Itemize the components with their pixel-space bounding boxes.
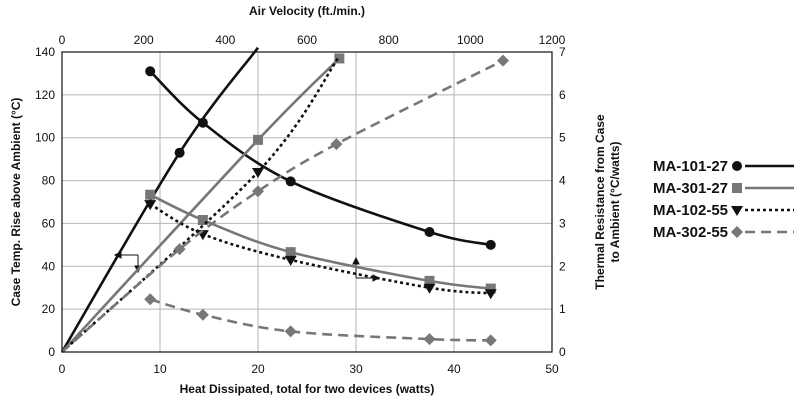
thermal-resistance-point bbox=[285, 247, 296, 258]
legend-label: MA-302-55 bbox=[653, 224, 728, 241]
thermal-resistance-point bbox=[284, 325, 297, 338]
temp-rise-line-ma-302-55 bbox=[61, 59, 504, 353]
thermal-resistance-point bbox=[485, 283, 496, 294]
temp-rise-point bbox=[253, 134, 263, 145]
legend-marker-diamond-icon bbox=[731, 226, 743, 238]
legend-label: MA-301-27 bbox=[653, 180, 728, 197]
temp-rise-point bbox=[252, 185, 264, 198]
legend-item-ma-101-27: MA-101-27 bbox=[653, 158, 794, 175]
x-top-tick-label: 1000 bbox=[457, 33, 484, 47]
temp-rise-point bbox=[497, 54, 509, 67]
x-top-tick-label: 1200 bbox=[539, 33, 566, 47]
thermal-resistance-point bbox=[424, 227, 435, 237]
series-ma-101-27 bbox=[60, 46, 496, 353]
y-left-tick-label: 140 bbox=[35, 45, 55, 59]
series-ma-302-55 bbox=[61, 54, 509, 353]
thermal-resistance-point bbox=[197, 215, 208, 225]
x-top-tick-label: 600 bbox=[297, 33, 317, 47]
legend-item-ma-102-55: MA-102-55 bbox=[653, 202, 794, 219]
thermal-resistance-point bbox=[196, 308, 209, 321]
series-group bbox=[60, 46, 509, 353]
x-top-tick-label: 800 bbox=[379, 33, 399, 47]
temp-rise-point bbox=[174, 147, 185, 158]
x-bottom-tick-label: 30 bbox=[349, 362, 363, 376]
x-bottom-tick-label: 50 bbox=[545, 362, 559, 376]
y-right-tick-label: 2 bbox=[559, 259, 566, 273]
temp-rise-line-ma-301-27 bbox=[61, 57, 341, 353]
legend-label: MA-102-55 bbox=[653, 202, 728, 219]
x-top-tick-label: 0 bbox=[59, 33, 66, 47]
thermal-resistance-point bbox=[423, 333, 436, 346]
plot-frame bbox=[61, 51, 553, 353]
y-left-tick-label: 60 bbox=[42, 216, 56, 230]
legend: MA-101-27 MA-301-27 MA-102-55 MA-302-55 bbox=[653, 158, 794, 241]
y-right-tick-label: 1 bbox=[559, 302, 566, 316]
thermal-resistance-point bbox=[145, 66, 156, 77]
legend-item-ma-302-55: MA-302-55 bbox=[653, 224, 794, 241]
thermal-resistance-point bbox=[144, 293, 157, 306]
y-left-tick-label: 80 bbox=[42, 174, 56, 188]
x-bottom-tick-label: 10 bbox=[153, 362, 167, 376]
legend-label: MA-101-27 bbox=[653, 158, 728, 175]
temp-rise-point bbox=[330, 138, 343, 151]
legend-marker-circle-icon bbox=[732, 161, 742, 171]
temp-rise-line-ma-101-27 bbox=[60, 46, 260, 353]
temp-rise-point bbox=[173, 243, 186, 256]
temp-rise-point bbox=[334, 53, 345, 64]
y-right-tick-label: 7 bbox=[559, 45, 566, 59]
y-right-tick-label: 0 bbox=[559, 345, 566, 359]
x-bottom-tick-label: 20 bbox=[251, 362, 265, 376]
y-left-tick-label: 100 bbox=[35, 131, 55, 145]
x-bottom-axis-title: Heat Dissipated, total for two devices (… bbox=[180, 382, 435, 396]
x-bottom-tick-label: 0 bbox=[59, 362, 66, 376]
y-right-tick-label: 4 bbox=[559, 174, 566, 188]
y-right-tick-label: 6 bbox=[559, 88, 566, 102]
thermal-resistance-point bbox=[424, 275, 435, 286]
legend-marker-square-icon bbox=[732, 183, 742, 193]
thermal-resistance-point bbox=[423, 283, 436, 294]
y-right-axis-title-line1: Thermal Resistance from Case bbox=[593, 114, 607, 290]
y-left-tick-label: 40 bbox=[42, 259, 56, 273]
y-right-tick-label: 5 bbox=[559, 131, 566, 145]
thermal-resistance-point bbox=[197, 117, 208, 128]
thermal-resistance-point bbox=[485, 239, 496, 250]
thermal-resistance-point bbox=[145, 189, 156, 200]
y-left-tick-label: 0 bbox=[48, 345, 55, 359]
thermal-resistance-point bbox=[144, 200, 157, 211]
x-top-axis-title: Air Velocity (ft./min.) bbox=[249, 4, 365, 18]
x-bottom-tick-label: 40 bbox=[447, 362, 461, 376]
y-right-tick-label: 3 bbox=[559, 216, 566, 230]
plot-area bbox=[62, 52, 552, 352]
right-axis-indicator-arrows bbox=[352, 256, 381, 282]
thermal-resistance-point bbox=[484, 334, 497, 347]
series-ma-301-27 bbox=[61, 53, 496, 353]
x-top-tick-label: 400 bbox=[215, 33, 235, 47]
temp-rise-point bbox=[252, 168, 264, 178]
y-right-axis-title-line2: to Ambient (°C/watts) bbox=[608, 141, 622, 262]
thermal-resistance-point bbox=[285, 176, 296, 187]
y-left-axis-title: Case Temp. Rise above Ambient (°C) bbox=[9, 98, 23, 307]
legend-item-ma-301-27: MA-301-27 bbox=[653, 180, 794, 197]
thermal-resistance-point bbox=[284, 255, 297, 266]
y-left-tick-label: 120 bbox=[35, 88, 55, 102]
legend-marker-triangle-down-icon bbox=[731, 206, 743, 216]
thermal-resistance-point bbox=[484, 289, 497, 300]
x-top-tick-label: 200 bbox=[134, 33, 154, 47]
y-left-tick-label: 20 bbox=[42, 302, 56, 316]
